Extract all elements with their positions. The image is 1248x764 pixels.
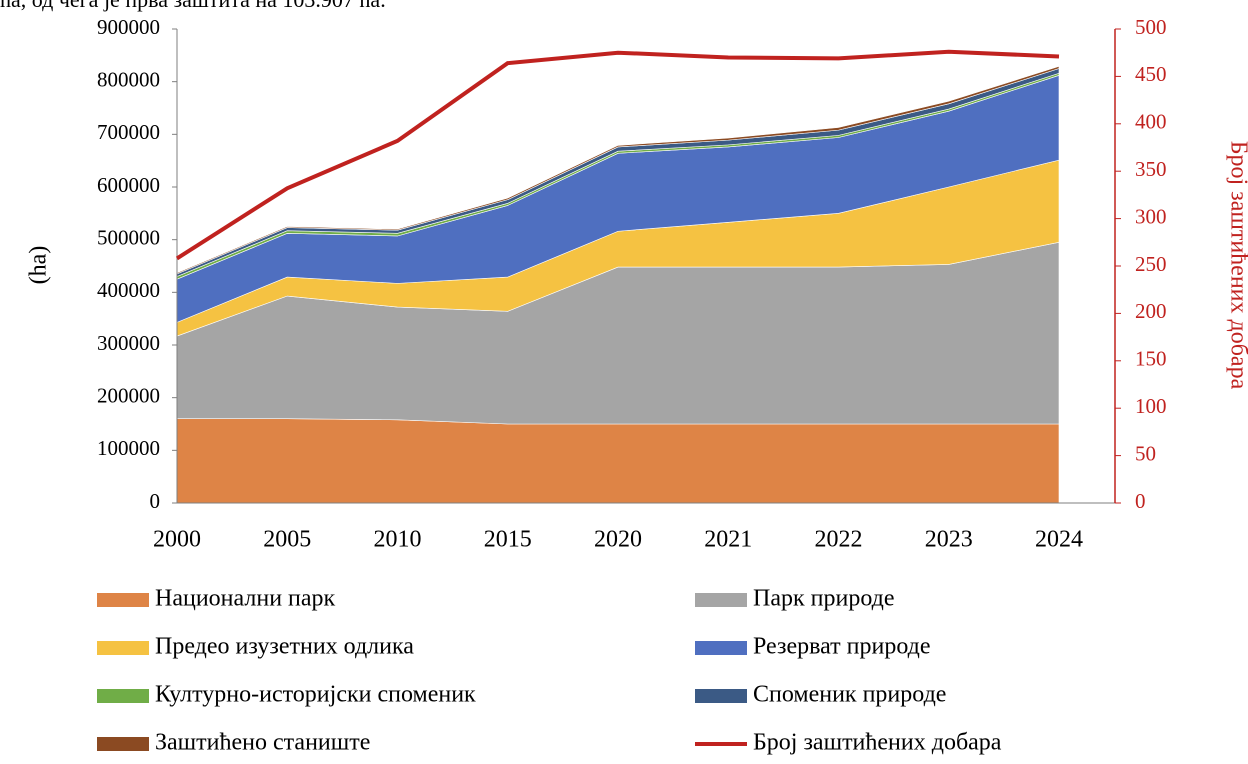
y-tick-label: 600000 bbox=[97, 173, 160, 197]
y-tick-label: 700000 bbox=[97, 120, 160, 144]
y2-axis-label: Број заштићених добара bbox=[1225, 141, 1248, 390]
legend-label: Резерват природе bbox=[753, 634, 931, 660]
y-tick-label: 800000 bbox=[97, 67, 160, 91]
legend-label: Парк природе bbox=[753, 586, 895, 612]
y-tick-label: 900000 bbox=[97, 15, 160, 39]
x-tick-label: 2015 bbox=[484, 527, 532, 553]
y2-tick-label: 350 bbox=[1135, 157, 1167, 181]
y2-tick-label: 0 bbox=[1135, 489, 1146, 513]
legend-swatch bbox=[695, 641, 747, 655]
legend-label: Предео изузетних одлика bbox=[155, 634, 414, 660]
x-tick-label: 2023 bbox=[925, 527, 973, 553]
x-tick-label: 2022 bbox=[815, 527, 863, 553]
y2-tick-label: 500 bbox=[1135, 15, 1167, 39]
legend-label: Споменик природе bbox=[753, 682, 946, 708]
y-tick-label: 0 bbox=[150, 489, 161, 513]
legend-label: Национални парк bbox=[155, 586, 336, 612]
y2-tick-label: 450 bbox=[1135, 62, 1167, 86]
x-tick-label: 2024 bbox=[1035, 527, 1083, 553]
y-tick-label: 200000 bbox=[97, 383, 160, 407]
y2-tick-label: 50 bbox=[1135, 441, 1156, 465]
legend-swatch bbox=[695, 593, 747, 607]
y2-tick-label: 200 bbox=[1135, 299, 1167, 323]
y2-tick-label: 250 bbox=[1135, 252, 1167, 276]
x-tick-label: 2020 bbox=[594, 527, 642, 553]
note: ha, од чега је прва заштита на 103.907 h… bbox=[0, 0, 386, 12]
legend-swatch bbox=[97, 737, 149, 751]
y-tick-label: 400000 bbox=[97, 278, 160, 302]
area bbox=[176, 65, 1060, 275]
y-tick-label: 300000 bbox=[97, 331, 160, 355]
legend-swatch bbox=[97, 593, 149, 607]
x-tick-label: 2010 bbox=[374, 527, 422, 553]
area bbox=[176, 418, 1060, 504]
legend-label: Заштићено станиште bbox=[155, 730, 370, 756]
y-tick-label: 100000 bbox=[97, 436, 160, 460]
legend-swatch bbox=[97, 689, 149, 703]
y2-tick-label: 400 bbox=[1135, 110, 1167, 134]
y2-tick-label: 300 bbox=[1135, 204, 1167, 228]
x-tick-label: 2021 bbox=[704, 527, 752, 553]
line bbox=[175, 49, 1060, 261]
x-tick-label: 2000 bbox=[153, 527, 201, 553]
legend-label: Културно-историјски споменик bbox=[155, 682, 476, 708]
legend-swatch bbox=[695, 689, 747, 703]
legend-label: Број заштићених добара bbox=[753, 730, 1002, 756]
legend-swatch bbox=[97, 641, 149, 655]
y2-tick-label: 100 bbox=[1135, 394, 1167, 418]
x-tick-label: 2005 bbox=[263, 527, 311, 553]
y-tick-label: 500000 bbox=[97, 225, 160, 249]
y2-tick-label: 150 bbox=[1135, 347, 1167, 371]
y-axis-label: (ha) bbox=[26, 246, 52, 285]
